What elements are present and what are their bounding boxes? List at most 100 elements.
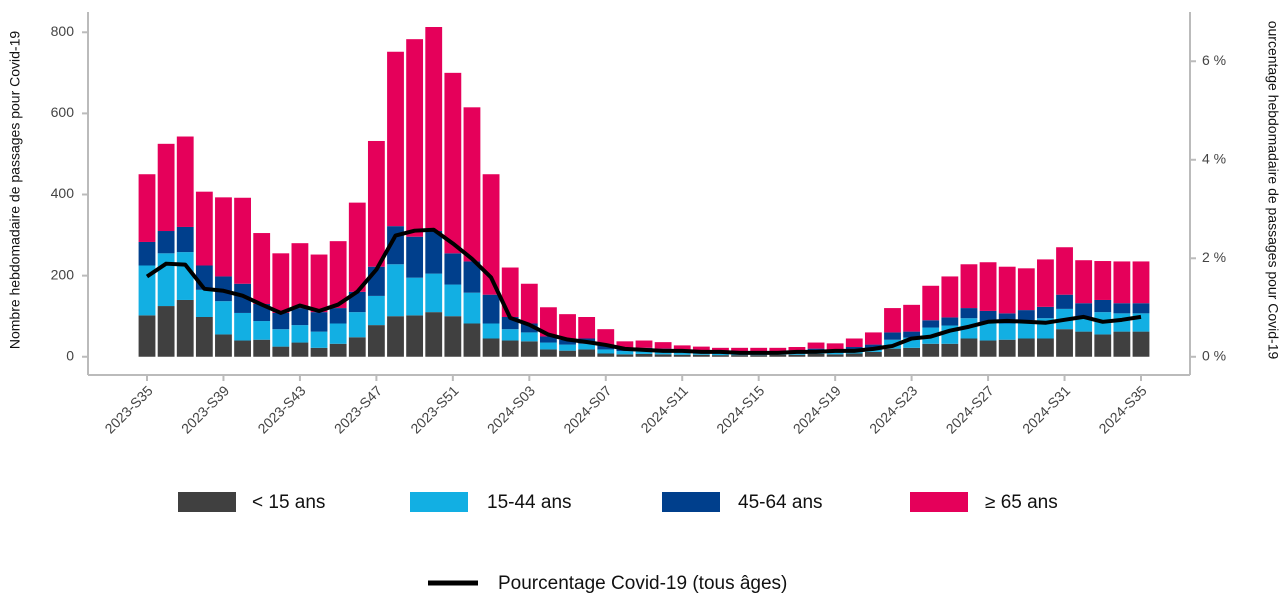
bar bbox=[367, 325, 385, 357]
bar bbox=[540, 336, 557, 343]
bar bbox=[1094, 299, 1112, 313]
bar bbox=[960, 308, 978, 319]
bar bbox=[1037, 338, 1054, 357]
bar bbox=[960, 338, 978, 357]
bar bbox=[807, 353, 825, 357]
x-tick-label: 2024-S03 bbox=[484, 382, 538, 436]
bar bbox=[310, 347, 328, 357]
bar bbox=[1132, 261, 1150, 304]
bar bbox=[654, 342, 672, 349]
bar bbox=[272, 329, 290, 347]
bar bbox=[176, 226, 194, 253]
x-tick-label: 2024-S27 bbox=[943, 382, 997, 436]
bar bbox=[807, 342, 825, 349]
bar bbox=[348, 337, 366, 357]
bar bbox=[482, 294, 500, 324]
bar bbox=[501, 340, 519, 357]
bar bbox=[310, 312, 328, 332]
bar bbox=[1132, 303, 1150, 314]
bar bbox=[1094, 261, 1112, 300]
bar bbox=[979, 262, 997, 311]
bar bbox=[291, 342, 309, 357]
legend-label: 45-64 ans bbox=[738, 492, 823, 513]
bar bbox=[482, 174, 500, 295]
bar bbox=[559, 314, 576, 340]
bar bbox=[903, 347, 921, 357]
bar bbox=[922, 285, 940, 321]
bar bbox=[826, 343, 844, 350]
bar bbox=[635, 350, 653, 354]
bar bbox=[597, 329, 615, 346]
bar bbox=[864, 344, 882, 349]
bar bbox=[635, 340, 653, 348]
bar bbox=[673, 352, 691, 355]
bar bbox=[998, 323, 1016, 340]
bar bbox=[195, 191, 213, 266]
bar bbox=[692, 346, 710, 351]
bar bbox=[234, 283, 251, 313]
bar bbox=[1017, 338, 1035, 357]
bar bbox=[998, 266, 1016, 314]
y-tick-label: 200 bbox=[51, 266, 75, 282]
bar bbox=[1017, 320, 1035, 339]
legend-label: 15-44 ans bbox=[487, 492, 572, 513]
bar bbox=[559, 344, 576, 351]
bar bbox=[444, 72, 462, 254]
bar bbox=[941, 343, 959, 357]
bar bbox=[731, 347, 748, 352]
x-tick-label: 2024-S07 bbox=[560, 382, 614, 436]
bar bbox=[826, 351, 844, 355]
bar bbox=[272, 346, 290, 357]
bar bbox=[310, 331, 328, 348]
bar bbox=[253, 233, 271, 305]
bar bbox=[673, 354, 691, 357]
bar bbox=[1056, 247, 1073, 295]
bar bbox=[234, 340, 251, 357]
bar bbox=[559, 339, 576, 345]
bar bbox=[195, 317, 213, 357]
bar bbox=[215, 301, 232, 335]
bar bbox=[635, 353, 653, 357]
bar bbox=[826, 354, 844, 357]
bar bbox=[1113, 303, 1131, 314]
bar bbox=[998, 339, 1016, 357]
bar bbox=[1056, 329, 1073, 357]
bar bbox=[979, 322, 997, 341]
y2-axis-label: ourcentage hebdomadaire de passages pour… bbox=[1265, 21, 1281, 360]
line bbox=[145, 227, 1142, 355]
y2-tick-label: 2 % bbox=[1202, 249, 1226, 265]
bar bbox=[1132, 331, 1150, 357]
bar bbox=[387, 316, 404, 357]
y-tick-label: 800 bbox=[51, 23, 75, 39]
bar bbox=[845, 353, 863, 357]
bar bbox=[329, 323, 347, 344]
bar bbox=[979, 310, 997, 323]
bar bbox=[884, 348, 901, 357]
bar bbox=[903, 331, 921, 338]
bar bbox=[922, 343, 940, 357]
bar bbox=[884, 332, 901, 340]
bar bbox=[540, 342, 557, 350]
bar bbox=[253, 339, 271, 357]
legend-label: Pourcentage Covid-19 (tous âges) bbox=[498, 573, 787, 594]
bar bbox=[291, 325, 309, 343]
bar bbox=[176, 136, 194, 227]
bar bbox=[520, 283, 538, 324]
bar bbox=[234, 197, 251, 284]
bar bbox=[520, 341, 538, 357]
bar bbox=[941, 317, 959, 326]
bar bbox=[922, 320, 940, 328]
bar bbox=[425, 231, 443, 274]
bar bbox=[444, 316, 462, 357]
bar bbox=[367, 295, 385, 326]
bar bbox=[329, 241, 347, 309]
bar bbox=[731, 355, 748, 357]
bar bbox=[578, 349, 596, 357]
x-tick-label: 2024-S23 bbox=[866, 382, 920, 436]
bar bbox=[578, 343, 596, 350]
bar bbox=[1075, 303, 1093, 318]
x-tick-label: 2023-S51 bbox=[407, 382, 461, 436]
bar bbox=[692, 354, 710, 357]
bar bbox=[616, 354, 634, 357]
